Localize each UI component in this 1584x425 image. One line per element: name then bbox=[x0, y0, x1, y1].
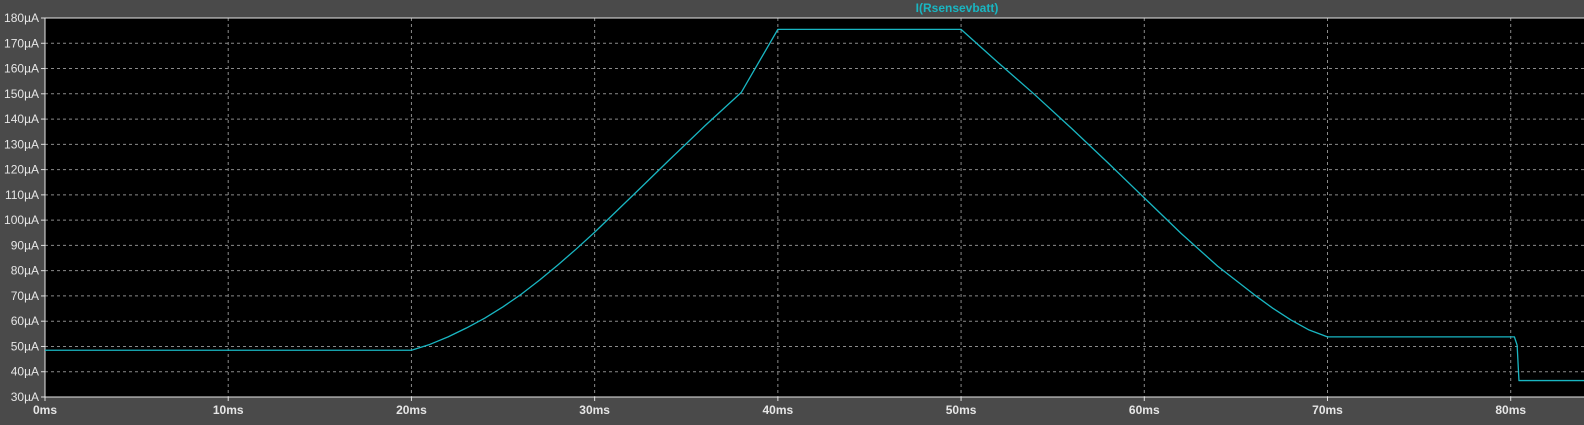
y-tick-label: 70µA bbox=[11, 289, 39, 303]
y-tick-label: 90µA bbox=[11, 238, 39, 252]
y-tick-label: 40µA bbox=[11, 365, 39, 379]
trace-line-0[interactable] bbox=[45, 28, 1584, 382]
y-tick-label: 30µA bbox=[11, 390, 39, 404]
y-tick-label: 150µA bbox=[4, 87, 39, 101]
y-tick-label: 170µA bbox=[4, 36, 39, 50]
y-tick-label: 120µA bbox=[4, 163, 39, 177]
x-tick-label: 50ms bbox=[946, 403, 977, 417]
x-tick-label: 40ms bbox=[763, 403, 794, 417]
y-tick-label: 160µA bbox=[4, 62, 39, 76]
y-tick-label: 60µA bbox=[11, 314, 39, 328]
plot-area[interactable] bbox=[45, 18, 1584, 397]
y-tick-label: 140µA bbox=[4, 112, 39, 126]
y-tick-label: 50µA bbox=[11, 339, 39, 353]
x-tick-label: 30ms bbox=[579, 403, 610, 417]
y-tick-label: 130µA bbox=[4, 137, 39, 151]
x-tick-label: 20ms bbox=[396, 403, 427, 417]
axes bbox=[41, 17, 1584, 401]
y-tick-label: 110µA bbox=[5, 188, 39, 202]
x-tick-label: 70ms bbox=[1312, 403, 1343, 417]
x-tick-label: 0ms bbox=[33, 403, 57, 417]
trace-layer bbox=[45, 28, 1584, 382]
x-tick-label: 80ms bbox=[1495, 403, 1526, 417]
grid-lines bbox=[45, 17, 1584, 397]
y-tick-label: 180µA bbox=[4, 11, 39, 25]
x-tick-label: 10ms bbox=[213, 403, 244, 417]
y-tick-label: 100µA bbox=[4, 213, 39, 227]
tick-labels: 0ms 10ms 20ms 30ms 40ms 50ms 60ms 70ms 80ms 30µA 4… bbox=[4, 11, 1526, 417]
trace-title[interactable]: I(Rsensevbatt) bbox=[916, 1, 999, 15]
x-tick-label: 60ms bbox=[1129, 403, 1160, 417]
y-tick-label: 80µA bbox=[11, 264, 39, 278]
